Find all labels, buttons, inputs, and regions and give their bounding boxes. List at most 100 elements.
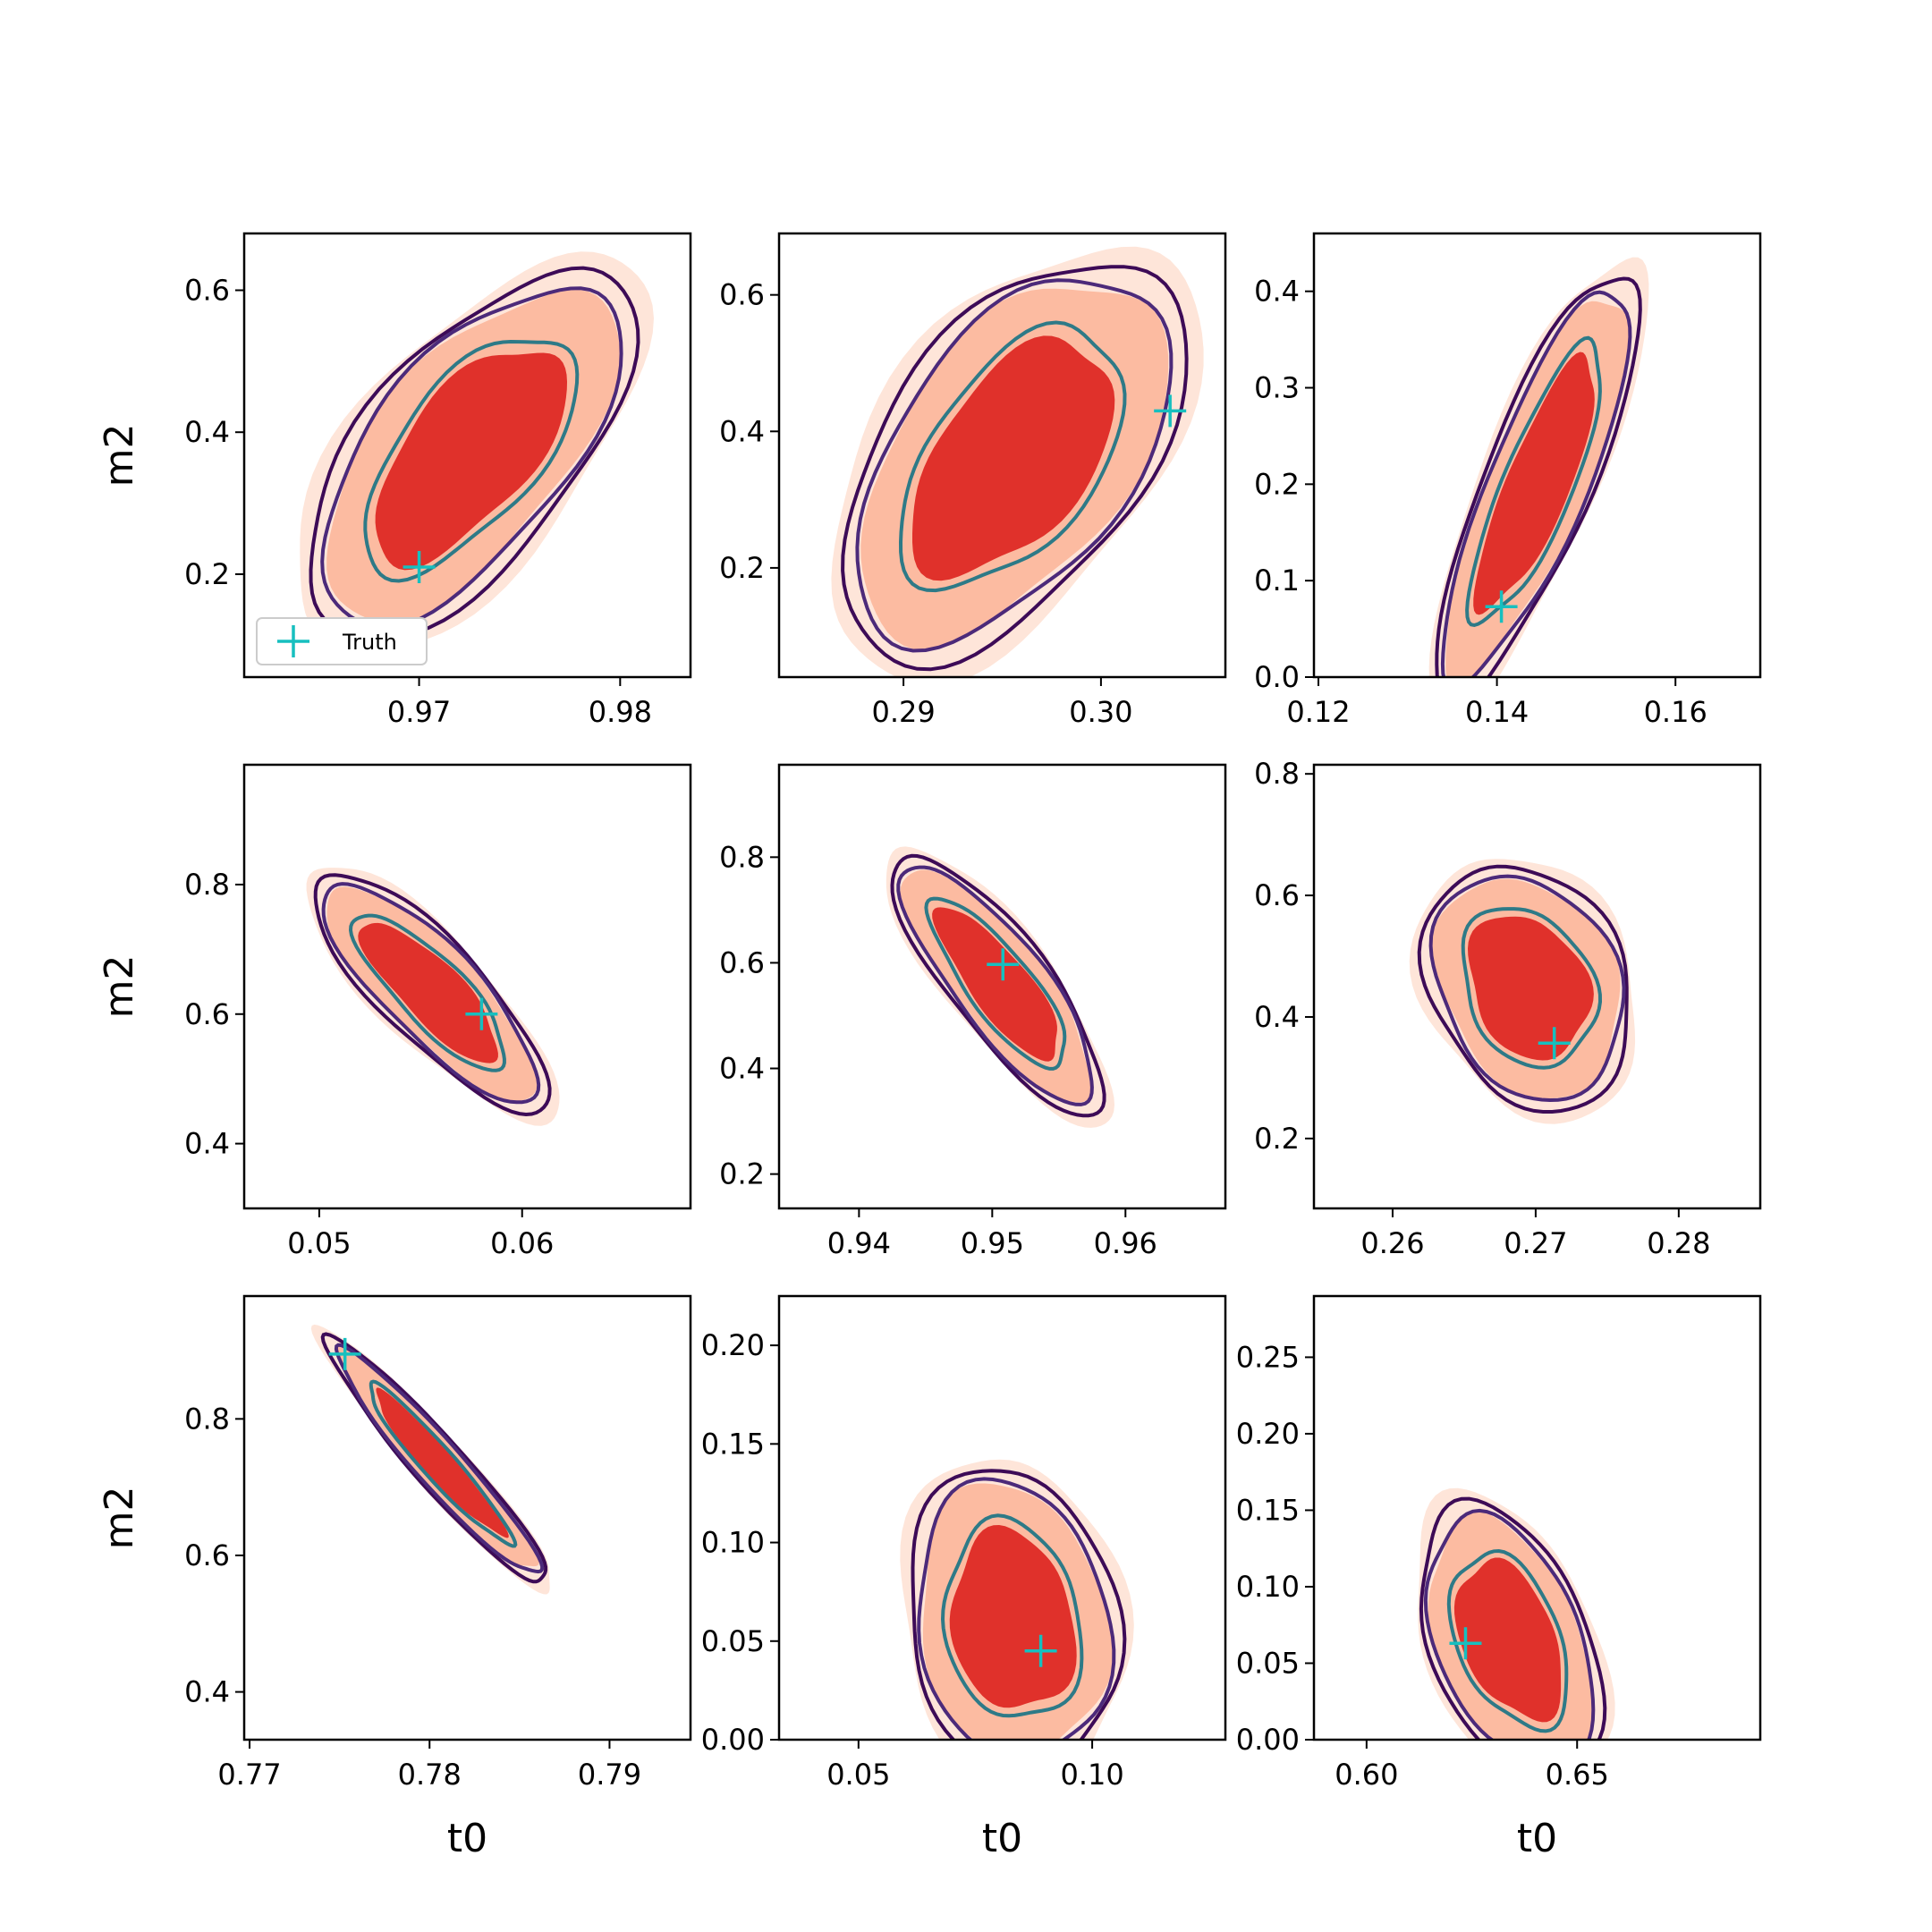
y-tick-label: 0.2 [719, 1157, 765, 1191]
contour-mid [1440, 290, 1632, 677]
legend: Truth [256, 617, 428, 665]
x-tick-label: 0.96 [1094, 1226, 1157, 1260]
y-tick-label: 0.0 [1254, 660, 1300, 694]
truth-marker [987, 948, 1020, 981]
plot-area [900, 1459, 1134, 1740]
truth-marker [1449, 1627, 1482, 1660]
y-tick-label: 0.00 [701, 1723, 765, 1757]
y-tick-label: 0.4 [719, 414, 765, 448]
x-axis-label: t0 [982, 1816, 1022, 1861]
x-tick-label: 0.16 [1644, 695, 1707, 729]
y-tick-label: 0.10 [1236, 1570, 1300, 1604]
contour-outer [1417, 864, 1629, 1114]
contour-mid [917, 1477, 1116, 1740]
contour-mid [320, 286, 623, 630]
kde-fill-inner [1468, 916, 1594, 1061]
panel-7: 0.77 0.78 0.79 0.4 0.6 0.8 m2 t0 [97, 1294, 692, 1861]
kde-fill-inner [1473, 352, 1595, 615]
kde-fill-inner [375, 352, 567, 571]
truth-marker [328, 1337, 361, 1370]
contour-inner [348, 913, 506, 1072]
x-tick-label: 0.05 [826, 1758, 890, 1792]
contour-inner [940, 1513, 1084, 1718]
panel-3: 0.12 0.14 0.16 0.0 0.1 0.2 0.3 0.4 [1254, 232, 1762, 729]
contour-outer [1419, 1496, 1607, 1740]
kde-fill-inner [358, 922, 498, 1063]
y-tick-label: 0.25 [1236, 1340, 1300, 1374]
truth-marker [1024, 1634, 1057, 1667]
panel-2: 0.29 0.30 0.2 0.4 0.6 [719, 232, 1227, 729]
contour-inner [898, 320, 1127, 593]
y-tick-label: 0.4 [1254, 275, 1300, 309]
panel-8: 0.05 0.10 0.00 0.05 0.10 0.15 0.20 t0 [701, 1294, 1227, 1861]
contour-outer [313, 873, 552, 1117]
x-tick-label: 0.10 [1060, 1758, 1123, 1792]
contour-outer [309, 266, 640, 640]
contour-inner [1461, 907, 1603, 1070]
axes-frame [777, 763, 1227, 1210]
plot-area [310, 1324, 550, 1595]
contour-inner [1465, 335, 1602, 628]
kde-fill-inner [376, 1387, 509, 1538]
panel-4: 0.05 0.06 0.4 0.6 0.8 m2 [97, 763, 692, 1260]
x-tick-label: 0.98 [589, 695, 652, 729]
kde-fill-inner [912, 335, 1115, 581]
y-tick-label: 0.20 [701, 1328, 765, 1362]
y-tick-label: 0.8 [184, 868, 230, 902]
kde-fill-inner [949, 1525, 1077, 1708]
contour-inner [363, 339, 580, 583]
axes-frame [1312, 1294, 1762, 1741]
y-tick-label: 0.20 [1236, 1417, 1300, 1451]
y-tick-label: 0.6 [1254, 878, 1300, 912]
contour-mid [855, 278, 1174, 653]
contour-outer [911, 1469, 1127, 1740]
y-tick-label: 0.00 [1236, 1723, 1300, 1757]
x-axis-label: t0 [1517, 1816, 1557, 1861]
y-tick-label: 0.15 [1236, 1493, 1300, 1527]
truth-marker [465, 997, 498, 1030]
y-tick-label: 0.1 [1254, 564, 1300, 597]
contour-mid [334, 1343, 545, 1574]
x-tick-label: 0.65 [1546, 1758, 1609, 1792]
x-tick-label: 0.94 [827, 1226, 891, 1260]
x-tick-label: 0.97 [387, 695, 451, 729]
legend-marker [277, 625, 309, 657]
y-tick-label: 0.2 [719, 551, 765, 585]
x-tick-label: 0.06 [490, 1226, 554, 1260]
axes-frame [242, 232, 692, 679]
x-axis-label: t0 [447, 1816, 487, 1861]
legend-label: Truth [342, 630, 397, 655]
y-tick-label: 0.6 [184, 1538, 230, 1572]
contour-outer [1435, 276, 1642, 677]
x-tick-label: 0.26 [1360, 1226, 1424, 1260]
contour-inner [369, 1379, 518, 1548]
x-tick-label: 0.78 [398, 1758, 462, 1792]
x-tick-label: 0.60 [1335, 1758, 1398, 1792]
contour-outer [890, 853, 1106, 1118]
y-tick-label: 0.8 [719, 840, 765, 874]
x-tick-label: 0.79 [578, 1758, 641, 1792]
axes-frame [777, 232, 1227, 679]
y-tick-label: 0.3 [1254, 371, 1300, 405]
y-tick-label: 0.4 [184, 1127, 230, 1161]
x-tick-label: 0.95 [961, 1226, 1024, 1260]
contour-inner [924, 896, 1067, 1071]
axes-frame [777, 1294, 1227, 1741]
y-axis-label: m2 [97, 424, 142, 487]
y-tick-label: 0.2 [184, 557, 230, 591]
contour-mid [896, 865, 1094, 1106]
kde-fill-inner [1453, 1557, 1562, 1723]
plot-area [306, 868, 560, 1126]
plot-area [300, 251, 654, 650]
y-tick-label: 0.15 [701, 1427, 765, 1461]
contour-outer [841, 265, 1189, 672]
y-tick-label: 0.10 [701, 1526, 765, 1560]
plot-area [886, 846, 1114, 1128]
y-axis-label: m2 [97, 1487, 142, 1550]
panel-6: 0.26 0.27 0.28 0.2 0.4 0.6 0.8 [1254, 757, 1762, 1260]
y-tick-label: 0.4 [184, 1675, 230, 1709]
y-axis-label: m2 [97, 955, 142, 1019]
truth-marker [402, 550, 436, 583]
axes-frame [1312, 763, 1762, 1210]
panel-9: 0.60 0.65 0.00 0.05 0.10 0.15 0.20 0.25 t0 [1236, 1294, 1762, 1861]
